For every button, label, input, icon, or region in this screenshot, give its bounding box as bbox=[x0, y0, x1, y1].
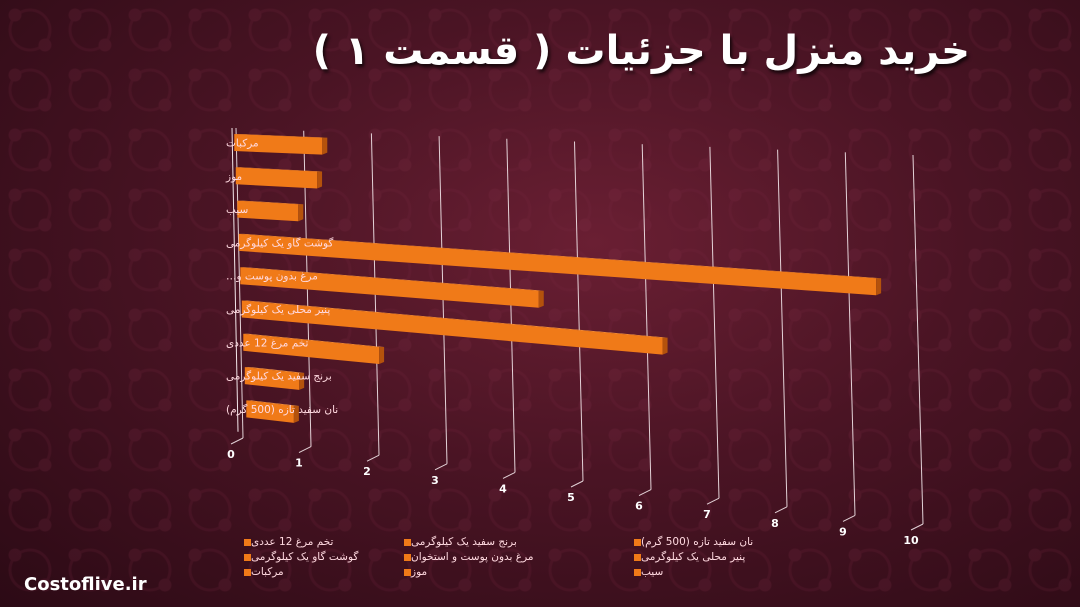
bar-side-face bbox=[293, 405, 299, 423]
legend-label: مرغ بدون پوست و استخوان bbox=[411, 551, 534, 563]
bar bbox=[237, 200, 299, 222]
gridline-foot bbox=[230, 437, 244, 445]
x-tick-label: 4 bbox=[499, 482, 507, 495]
legend-item: مرغ بدون پوست و استخوان bbox=[400, 551, 630, 563]
bar bbox=[241, 300, 663, 355]
gridline-foot bbox=[842, 514, 856, 522]
bar-side-face bbox=[662, 337, 668, 355]
legend-swatch bbox=[404, 568, 411, 576]
bar-top-face bbox=[237, 200, 304, 205]
legend-label: مرکبات bbox=[251, 566, 284, 578]
legend-label: تخم مرغ 12 عددی bbox=[251, 536, 334, 548]
bar-top-face bbox=[241, 300, 668, 338]
gridline-foot bbox=[774, 506, 788, 514]
brand-watermark: Costoflive.ir bbox=[24, 574, 147, 595]
category-label: نان سفید تازه (500 گرم) bbox=[226, 403, 338, 416]
category-label: موز bbox=[225, 171, 242, 183]
bar bbox=[235, 167, 318, 189]
gridline-foot bbox=[366, 454, 380, 462]
legend-swatch bbox=[244, 538, 251, 546]
gridline bbox=[777, 149, 788, 507]
x-tick-label: 5 bbox=[567, 491, 575, 504]
x-tick-label: 6 bbox=[635, 500, 643, 513]
x-tick-label: 0 bbox=[227, 448, 235, 461]
x-tick-label: 8 bbox=[771, 517, 779, 530]
category-label: گوشت گاو یک کیلوگرمی bbox=[226, 236, 333, 249]
bar-side-face bbox=[876, 278, 882, 296]
bar-top-face bbox=[243, 333, 385, 348]
gridline-foot bbox=[298, 446, 312, 454]
gridline-foot bbox=[706, 497, 720, 505]
bar-side-face bbox=[322, 137, 328, 155]
gridline-foot bbox=[638, 489, 652, 497]
legend-label: موز bbox=[411, 566, 428, 578]
legend-swatch bbox=[404, 553, 411, 561]
bar-side-face bbox=[317, 171, 323, 189]
bar-side-face bbox=[298, 204, 304, 222]
gridline-foot bbox=[910, 523, 924, 531]
category-label: سیب bbox=[226, 204, 248, 216]
gridline bbox=[641, 144, 652, 490]
legend-item: مرکبات bbox=[240, 566, 400, 578]
legend-swatch bbox=[244, 568, 251, 576]
gridline bbox=[844, 152, 856, 516]
legend-label: پنیر محلی یک کیلوگرمی bbox=[641, 551, 746, 563]
category-axis bbox=[231, 127, 239, 432]
bar bbox=[238, 233, 877, 296]
x-tick-label: 2 bbox=[363, 465, 371, 478]
legend-swatch bbox=[634, 553, 641, 561]
legend-label: سیب bbox=[641, 566, 664, 578]
bar bbox=[240, 267, 539, 308]
gridline bbox=[574, 141, 584, 482]
legend-swatch bbox=[634, 568, 641, 576]
gridline bbox=[506, 138, 516, 473]
category-label: پنیر محلی یک کیلوگرمی bbox=[226, 303, 330, 316]
gridline bbox=[709, 146, 720, 499]
legend-item: سیب bbox=[630, 566, 860, 578]
legend-swatch bbox=[404, 538, 411, 546]
bar-top-face bbox=[235, 167, 323, 172]
legend-label: نان سفید تازه (500 گرم) bbox=[641, 536, 754, 548]
bar bbox=[246, 400, 294, 423]
bar-side-face bbox=[299, 372, 305, 390]
bar bbox=[243, 333, 380, 365]
legend-item: موز bbox=[400, 566, 630, 578]
bar-top-face bbox=[244, 367, 305, 373]
x-tick-label: 10 bbox=[903, 534, 919, 547]
bar bbox=[234, 134, 323, 155]
category-label: برنج سفید یک کیلوگرمی bbox=[226, 370, 332, 383]
legend-swatch bbox=[244, 553, 251, 561]
x-tick-label: 1 bbox=[295, 457, 303, 470]
legend-item: نان سفید تازه (500 گرم) bbox=[630, 536, 860, 548]
bar-side-face bbox=[538, 290, 544, 308]
legend-item: برنج سفید یک کیلوگرمی bbox=[400, 536, 630, 548]
legend-item: گوشت گاو یک کیلوگرمی bbox=[240, 551, 400, 563]
legend-item: پنیر محلی یک کیلوگرمی bbox=[630, 551, 860, 563]
category-label: مرغ بدون پوست و… bbox=[226, 271, 318, 283]
bar-top-face bbox=[234, 134, 328, 138]
bar-top-face bbox=[246, 400, 299, 406]
bar-top-face bbox=[238, 233, 882, 279]
legend-label: برنج سفید یک کیلوگرمی bbox=[411, 536, 517, 548]
gridline bbox=[912, 154, 924, 525]
bar bbox=[244, 367, 300, 390]
x-tick-label: 9 bbox=[839, 525, 847, 538]
bar-side-face bbox=[379, 347, 385, 365]
gridline-foot bbox=[434, 463, 448, 471]
category-label: تخم مرغ 12 عددی bbox=[226, 337, 309, 349]
gridline-foot bbox=[570, 480, 584, 488]
x-tick-label: 3 bbox=[431, 474, 439, 487]
bar-top-face bbox=[240, 267, 544, 291]
chart-legend: نان سفید تازه (500 گرم) برنج سفید یک کیلو… bbox=[240, 536, 860, 578]
legend-label: گوشت گاو یک کیلوگرمی bbox=[251, 551, 359, 563]
gridline-foot bbox=[502, 471, 516, 479]
category-label: مرکبات bbox=[226, 138, 259, 150]
x-tick-label: 7 bbox=[703, 508, 711, 521]
legend-item: تخم مرغ 12 عددی bbox=[240, 536, 400, 548]
page-title: خرید منزل با جزئیات ( قسمت ۱ ) bbox=[312, 28, 970, 74]
legend-swatch bbox=[634, 538, 641, 546]
